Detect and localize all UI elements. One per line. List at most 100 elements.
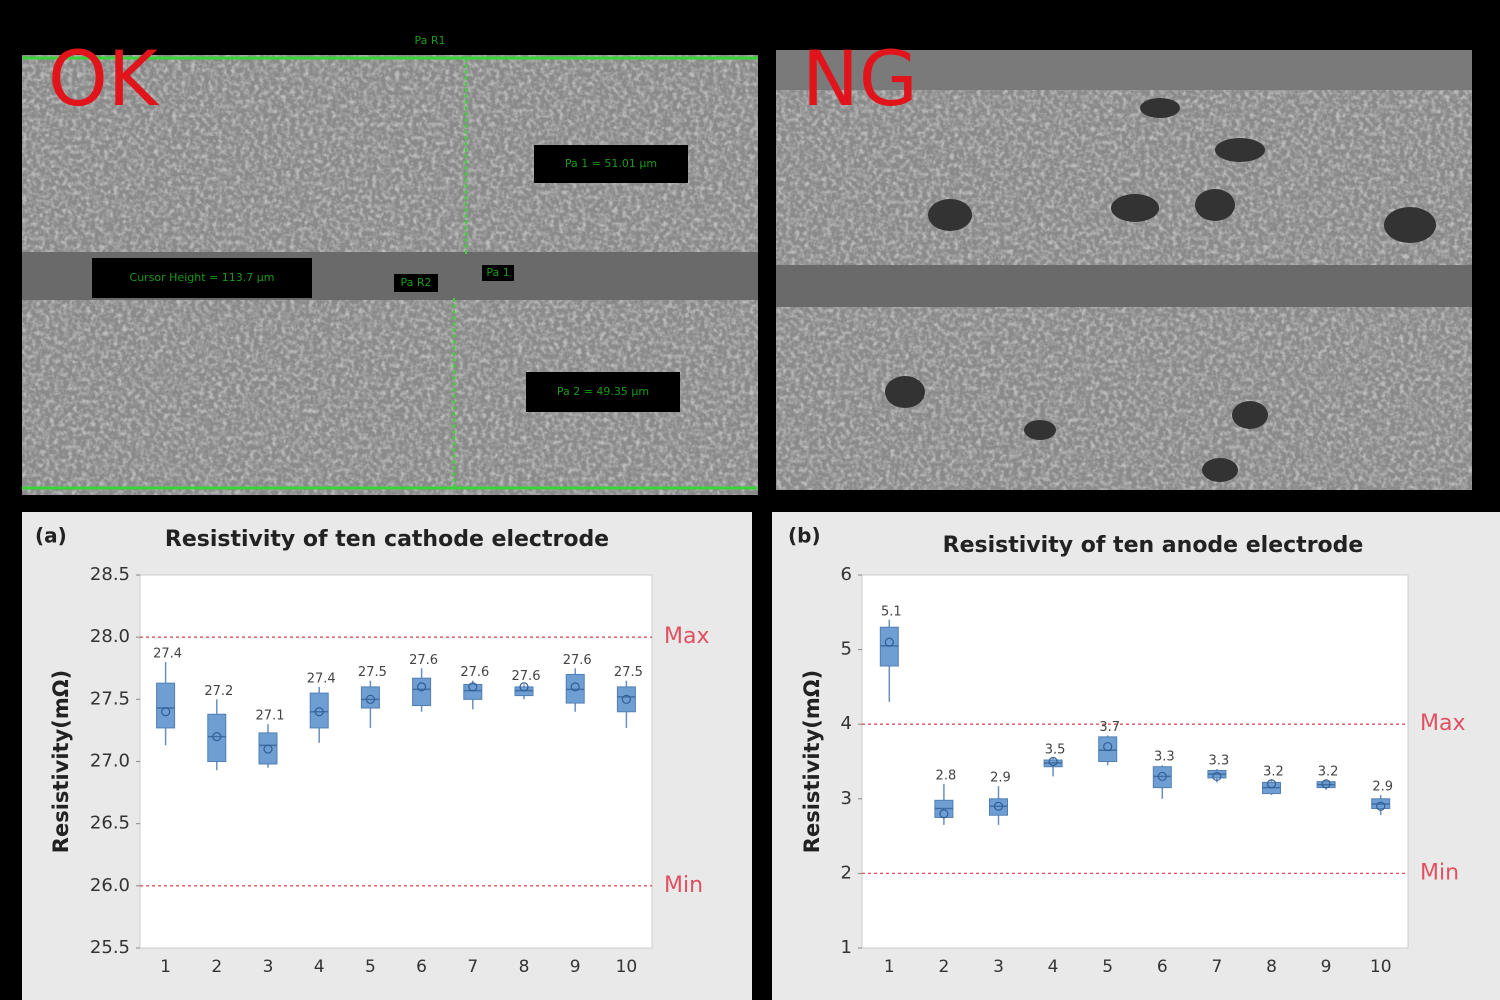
reference-label: Max xyxy=(664,624,709,649)
annotation: Pa R1 xyxy=(414,34,445,47)
x-tick-label: 8 xyxy=(1266,957,1277,977)
panel-label: (b) xyxy=(788,524,821,548)
ok-image: OK Pa R1 Pa 1 = 51.01 µm Cursor Height =… xyxy=(22,34,758,495)
mean-marker xyxy=(993,801,1004,811)
x-tick-label: 9 xyxy=(570,957,581,977)
mean-marker xyxy=(468,682,478,692)
mean-marker xyxy=(884,637,894,647)
mean-marker xyxy=(570,682,580,692)
data-label: 2.9 xyxy=(1372,780,1393,795)
x-tick-label: 1 xyxy=(884,957,895,977)
box xyxy=(309,692,329,729)
y-tick-label: 5 xyxy=(841,639,852,660)
x-tick-label: 3 xyxy=(263,957,274,977)
mean-marker xyxy=(1376,801,1386,811)
mean-marker xyxy=(939,809,949,819)
y-axis-label: Resistivity(mΩ) xyxy=(800,670,824,853)
y-tick-label: 3 xyxy=(841,788,852,809)
x-tick-label: 5 xyxy=(365,957,376,977)
mean-marker xyxy=(1321,779,1331,789)
reference-label: Min xyxy=(1420,860,1459,885)
mean-marker xyxy=(212,732,222,742)
y-tick-label: 2 xyxy=(841,862,852,883)
data-label: 27.6 xyxy=(460,665,489,680)
box xyxy=(207,713,227,763)
mean-marker xyxy=(314,707,324,717)
data-label: 2.8 xyxy=(936,768,957,783)
panel-label: (a) xyxy=(35,524,67,548)
box xyxy=(412,677,432,707)
box xyxy=(1098,736,1118,763)
x-tick-label: 7 xyxy=(1211,957,1222,977)
y-tick-label: 4 xyxy=(841,713,852,734)
box xyxy=(360,686,380,709)
chart-title: Resistivity of ten cathode electrode xyxy=(165,527,609,552)
data-label: 3.3 xyxy=(1209,753,1230,768)
y-tick-label: 27.0 xyxy=(90,751,130,772)
x-tick-label: 2 xyxy=(938,957,949,977)
data-label: 27.5 xyxy=(614,665,643,680)
annotation: Pa 1 = 51.01 µm xyxy=(565,157,657,170)
mean-marker xyxy=(1212,771,1222,782)
mean-marker xyxy=(621,694,632,704)
annotation: Pa 2 = 49.35 µm xyxy=(557,385,649,398)
x-tick-label: 1 xyxy=(160,957,171,977)
box xyxy=(616,686,636,713)
x-tick-label: 4 xyxy=(1048,957,1059,977)
image-label: OK xyxy=(48,34,160,123)
annotation: Pa R2 xyxy=(400,276,431,289)
data-label: 5.1 xyxy=(881,604,902,619)
box xyxy=(463,683,483,700)
mean-marker xyxy=(1048,756,1058,767)
y-tick-label: 6 xyxy=(841,564,852,585)
data-label: 27.6 xyxy=(409,653,438,668)
mean-marker xyxy=(1266,779,1277,789)
x-tick-label: 5 xyxy=(1102,957,1113,977)
data-label: 27.6 xyxy=(563,653,592,668)
y-tick-label: 25.5 xyxy=(90,937,130,958)
data-label: 27.5 xyxy=(358,665,387,680)
x-tick-label: 10 xyxy=(1370,957,1392,977)
image-label: NG xyxy=(802,34,918,123)
annotation: Cursor Height = 113.7 µm xyxy=(130,271,275,284)
mean-marker xyxy=(1103,741,1113,752)
box xyxy=(156,682,176,729)
x-tick-label: 7 xyxy=(467,957,478,977)
y-tick-label: 27.5 xyxy=(90,688,130,709)
x-tick-label: 6 xyxy=(1157,957,1168,977)
data-label: 3.7 xyxy=(1099,720,1120,735)
ng-image: NG xyxy=(776,34,1472,490)
data-label: 27.2 xyxy=(204,684,233,699)
y-tick-label: 26.5 xyxy=(90,813,130,834)
mean-marker xyxy=(161,707,171,717)
y-tick-label: 1 xyxy=(841,937,852,958)
x-tick-label: 6 xyxy=(416,957,427,977)
mean-marker xyxy=(519,682,529,692)
data-label: 3.2 xyxy=(1263,765,1284,780)
data-label: 27.4 xyxy=(307,671,336,686)
data-label: 3.5 xyxy=(1045,742,1066,757)
data-label: 2.9 xyxy=(990,771,1011,786)
box xyxy=(258,732,278,765)
mean-marker xyxy=(417,682,427,692)
annotation: Pa 1 xyxy=(486,266,509,279)
data-label: 27.4 xyxy=(153,647,182,662)
data-label: 27.6 xyxy=(512,669,541,684)
data-label: 3.3 xyxy=(1154,750,1175,765)
mean-marker xyxy=(263,744,273,754)
x-tick-label: 8 xyxy=(519,957,530,977)
reference-label: Max xyxy=(1420,711,1465,736)
y-axis-label: Resistivity(mΩ) xyxy=(49,670,73,853)
reference-label: Min xyxy=(664,873,703,898)
data-label: 3.2 xyxy=(1318,765,1339,780)
x-tick-label: 9 xyxy=(1321,957,1332,977)
y-tick-label: 28.0 xyxy=(90,626,130,647)
x-tick-label: 4 xyxy=(314,957,325,977)
mean-marker xyxy=(365,694,375,704)
y-tick-label: 26.0 xyxy=(90,875,130,896)
x-tick-label: 10 xyxy=(616,957,638,977)
x-tick-label: 3 xyxy=(993,957,1004,977)
x-tick-label: 2 xyxy=(211,957,222,977)
chart-title: Resistivity of ten anode electrode xyxy=(943,533,1364,558)
